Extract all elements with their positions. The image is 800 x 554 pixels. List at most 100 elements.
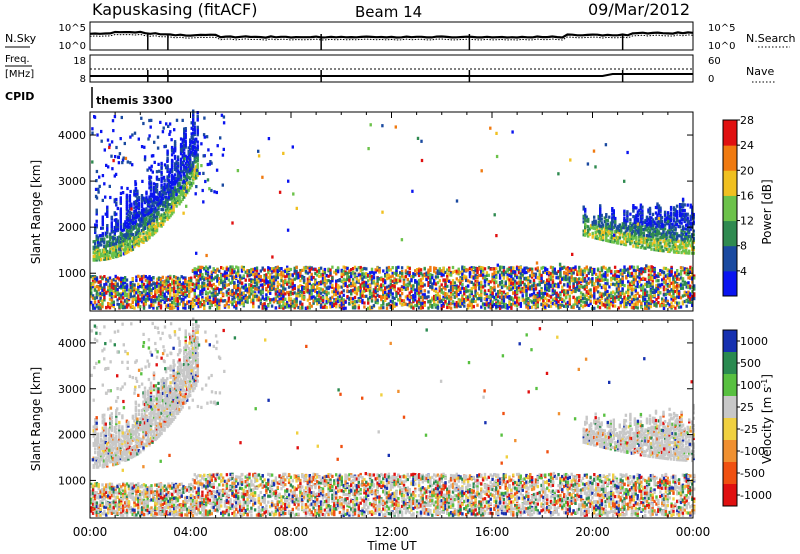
power-cell	[172, 293, 176, 297]
power-cell	[137, 285, 140, 289]
power-cell	[110, 284, 114, 288]
power-cell	[223, 274, 227, 278]
power-cell	[323, 267, 327, 272]
power-cell	[182, 285, 185, 289]
power-cell	[591, 277, 594, 281]
power-cell	[169, 274, 172, 278]
power-cell	[250, 267, 253, 272]
power-cell	[197, 286, 200, 290]
power-cell	[216, 286, 219, 290]
power-cell	[208, 281, 212, 285]
power-cell	[282, 284, 285, 289]
power-cell	[231, 271, 234, 275]
power-cell	[267, 266, 270, 270]
power-cell	[125, 305, 129, 309]
power-cell	[265, 273, 268, 277]
power-cell	[157, 282, 161, 286]
power-cell	[144, 299, 147, 303]
power-cell	[108, 283, 112, 287]
power-cell	[263, 277, 266, 281]
power-cell	[267, 290, 270, 294]
power-cell	[95, 305, 99, 309]
power-cell	[274, 270, 278, 274]
power-cell	[178, 280, 181, 284]
power-cell	[382, 302, 385, 306]
power-cell	[180, 290, 183, 294]
power-cell	[186, 294, 189, 298]
power-cell	[427, 295, 430, 299]
power-cell	[353, 295, 357, 300]
power-cell	[146, 297, 149, 301]
power-cell	[101, 302, 104, 306]
power-cell	[657, 279, 660, 283]
power-cell	[133, 294, 136, 298]
power-cell	[122, 301, 125, 305]
power-cell	[681, 277, 685, 281]
power-cell	[286, 274, 289, 278]
power-cell	[270, 278, 274, 282]
power-cell	[319, 266, 323, 270]
power-cell	[670, 270, 673, 274]
power-cell	[585, 265, 588, 269]
power-cell	[237, 270, 240, 274]
power-cell	[146, 276, 149, 280]
power-cell	[257, 272, 261, 276]
power-cell	[142, 295, 146, 299]
power-cell	[91, 278, 95, 282]
power-cell	[250, 300, 253, 304]
power-cell	[493, 285, 496, 289]
power-cell	[140, 294, 144, 298]
power-cell	[227, 278, 230, 282]
power-cell	[280, 304, 283, 308]
power-cell	[229, 273, 232, 277]
power-cell	[195, 295, 198, 299]
power-cell	[267, 268, 270, 272]
power-cells	[90, 109, 696, 311]
power-cell	[206, 267, 210, 271]
power-cell	[118, 303, 121, 307]
power-cell	[206, 279, 210, 283]
power-cell	[265, 281, 268, 285]
power-cell	[152, 286, 155, 290]
power-cell	[169, 276, 172, 280]
power-cell	[244, 283, 247, 287]
power-cell	[125, 288, 129, 292]
power-cell	[95, 290, 99, 294]
power-cell	[161, 281, 164, 285]
power-cell	[331, 276, 334, 280]
power-cell	[182, 276, 185, 280]
power-cell	[269, 279, 272, 283]
power-cell	[237, 293, 240, 297]
power-cell	[227, 299, 230, 303]
power-cell	[225, 290, 229, 294]
power-cell	[188, 305, 191, 309]
power-cell	[235, 306, 238, 310]
power-cell	[95, 296, 99, 300]
power-cell	[110, 288, 114, 292]
power-cell	[208, 290, 212, 294]
power-cell	[118, 285, 121, 289]
power-cell	[214, 270, 217, 274]
power-cell	[284, 280, 287, 284]
power-cell	[178, 302, 181, 306]
power-cell	[120, 279, 123, 283]
power-cell	[199, 292, 202, 296]
power-cell	[214, 285, 217, 289]
power-cell	[131, 283, 134, 287]
power-cell	[110, 291, 114, 295]
power-cell	[214, 297, 217, 301]
power-cell	[140, 282, 144, 286]
power-cell	[204, 290, 208, 294]
power-cell	[182, 281, 185, 285]
power-cell	[342, 289, 345, 293]
power-cell	[274, 298, 278, 302]
power-cell	[250, 272, 253, 277]
power-cell	[99, 306, 102, 310]
power-cell	[438, 294, 441, 298]
power-cell	[272, 281, 276, 286]
power-cell	[253, 281, 257, 285]
power-cell	[244, 278, 247, 282]
power-cell	[144, 278, 147, 282]
power-cell	[408, 270, 411, 275]
power-cell	[613, 304, 617, 308]
